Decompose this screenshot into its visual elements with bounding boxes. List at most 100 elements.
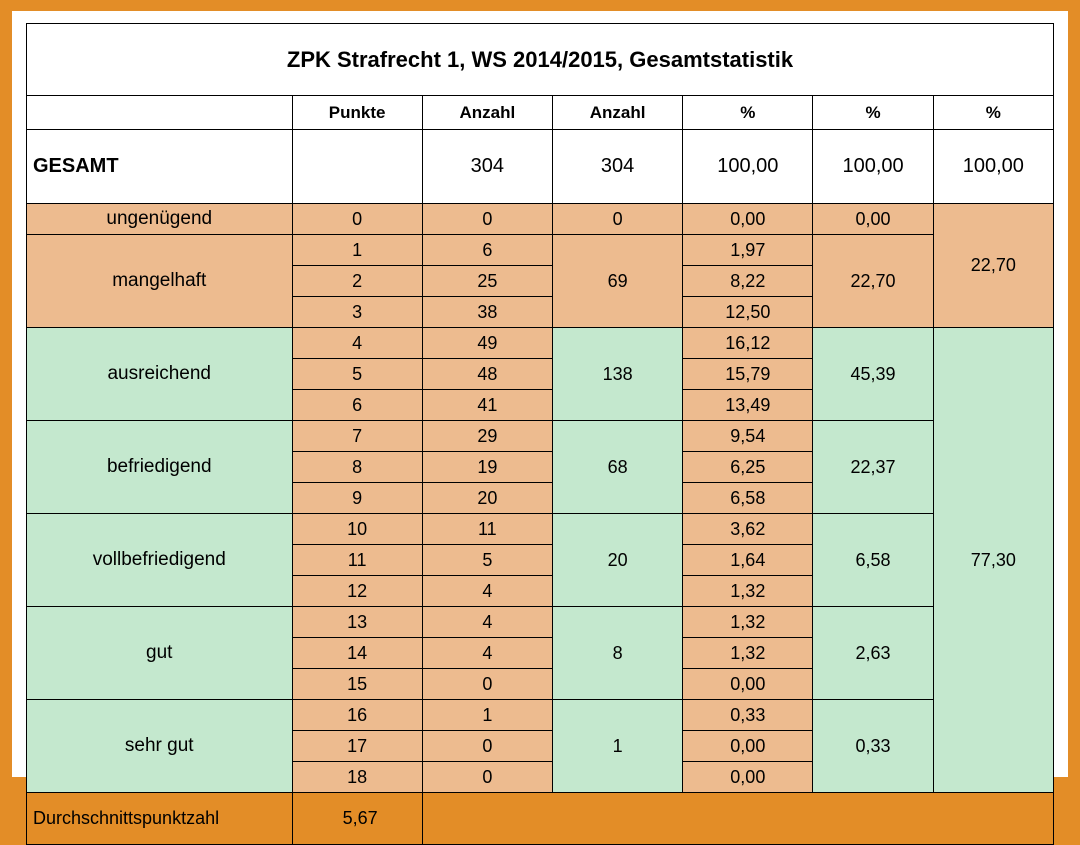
cell-group-total: 22,70 bbox=[933, 204, 1053, 328]
cell-punkte: 1 bbox=[292, 235, 422, 266]
cell-anzahl-sum: 1 bbox=[552, 700, 682, 793]
cell-pct-sum: 22,70 bbox=[813, 235, 933, 328]
header-pct3: % bbox=[933, 96, 1053, 130]
header-anzahl2: Anzahl bbox=[552, 96, 682, 130]
gesamt-pct2: 100,00 bbox=[813, 130, 933, 204]
cell-anzahl: 4 bbox=[422, 607, 552, 638]
gesamt-anzahl1: 304 bbox=[422, 130, 552, 204]
cell-pct: 1,32 bbox=[683, 576, 813, 607]
cell-pct: 0,00 bbox=[683, 731, 813, 762]
page: ZPK Strafrecht 1, WS 2014/2015, Gesamtst… bbox=[12, 11, 1068, 777]
cell-anzahl: 29 bbox=[422, 421, 552, 452]
header-blank bbox=[27, 96, 293, 130]
category-label: ausreichend bbox=[27, 328, 293, 421]
table-row: befriedigend729689,5422,37 bbox=[27, 421, 1054, 452]
cell-punkte: 9 bbox=[292, 483, 422, 514]
table-row: mangelhaft16691,9722,70 bbox=[27, 235, 1054, 266]
cell-punkte: 13 bbox=[292, 607, 422, 638]
cell-anzahl: 4 bbox=[422, 638, 552, 669]
gesamt-anzahl2: 304 bbox=[552, 130, 682, 204]
cell-anzahl-sum: 0 bbox=[552, 204, 682, 235]
cell-anzahl: 0 bbox=[422, 204, 552, 235]
cell-pct: 6,58 bbox=[683, 483, 813, 514]
table-row: ungenügend0000,000,0022,70 bbox=[27, 204, 1054, 235]
header-pct2: % bbox=[813, 96, 933, 130]
gesamt-label: GESAMT bbox=[27, 130, 293, 204]
category-label: gut bbox=[27, 607, 293, 700]
table-row: gut13481,322,63 bbox=[27, 607, 1054, 638]
header-pct1: % bbox=[683, 96, 813, 130]
cell-pct: 15,79 bbox=[683, 359, 813, 390]
cell-pct-sum: 45,39 bbox=[813, 328, 933, 421]
cell-anzahl-sum: 68 bbox=[552, 421, 682, 514]
cell-pct: 1,32 bbox=[683, 607, 813, 638]
cell-pct: 3,62 bbox=[683, 514, 813, 545]
cell-anzahl: 6 bbox=[422, 235, 552, 266]
cell-anzahl: 49 bbox=[422, 328, 552, 359]
average-row: Durchschnittspunktzahl5,67 bbox=[27, 793, 1054, 845]
table-row: vollbefriedigend1011203,626,58 bbox=[27, 514, 1054, 545]
average-blank bbox=[813, 793, 933, 845]
cell-punkte: 6 bbox=[292, 390, 422, 421]
gesamt-pct3: 100,00 bbox=[933, 130, 1053, 204]
cell-punkte: 16 bbox=[292, 700, 422, 731]
cell-punkte: 12 bbox=[292, 576, 422, 607]
cell-pct: 0,33 bbox=[683, 700, 813, 731]
cell-pct-sum: 2,63 bbox=[813, 607, 933, 700]
cell-pct-sum: 6,58 bbox=[813, 514, 933, 607]
table-row: ausreichend44913816,1245,3977,30 bbox=[27, 328, 1054, 359]
cell-anzahl: 0 bbox=[422, 669, 552, 700]
cell-punkte: 3 bbox=[292, 297, 422, 328]
category-label: sehr gut bbox=[27, 700, 293, 793]
cell-pct: 0,00 bbox=[683, 204, 813, 235]
cell-pct: 13,49 bbox=[683, 390, 813, 421]
cell-pct: 8,22 bbox=[683, 266, 813, 297]
cell-anzahl-sum: 69 bbox=[552, 235, 682, 328]
cell-pct: 1,97 bbox=[683, 235, 813, 266]
average-blank bbox=[422, 793, 552, 845]
cell-anzahl: 41 bbox=[422, 390, 552, 421]
cell-pct: 1,32 bbox=[683, 638, 813, 669]
cell-anzahl: 0 bbox=[422, 731, 552, 762]
cell-pct-sum: 0,00 bbox=[813, 204, 933, 235]
cell-punkte: 17 bbox=[292, 731, 422, 762]
cell-pct: 12,50 bbox=[683, 297, 813, 328]
header-punkte: Punkte bbox=[292, 96, 422, 130]
cell-anzahl-sum: 20 bbox=[552, 514, 682, 607]
cell-punkte: 11 bbox=[292, 545, 422, 576]
cell-pct-sum: 22,37 bbox=[813, 421, 933, 514]
average-blank bbox=[552, 793, 682, 845]
cell-punkte: 5 bbox=[292, 359, 422, 390]
average-value: 5,67 bbox=[292, 793, 422, 845]
cell-punkte: 10 bbox=[292, 514, 422, 545]
cell-pct: 9,54 bbox=[683, 421, 813, 452]
cell-group-total: 77,30 bbox=[933, 328, 1053, 793]
category-label: mangelhaft bbox=[27, 235, 293, 328]
cell-anzahl: 20 bbox=[422, 483, 552, 514]
average-label: Durchschnittspunktzahl bbox=[27, 793, 293, 845]
category-label: ungenügend bbox=[27, 204, 293, 235]
gesamt-punkte bbox=[292, 130, 422, 204]
cell-anzahl: 1 bbox=[422, 700, 552, 731]
cell-pct: 0,00 bbox=[683, 669, 813, 700]
average-blank bbox=[933, 793, 1053, 845]
cell-pct: 6,25 bbox=[683, 452, 813, 483]
header-row: Punkte Anzahl Anzahl % % % bbox=[27, 96, 1054, 130]
cell-punkte: 0 bbox=[292, 204, 422, 235]
cell-punkte: 15 bbox=[292, 669, 422, 700]
cell-punkte: 7 bbox=[292, 421, 422, 452]
cell-anzahl: 4 bbox=[422, 576, 552, 607]
cell-anzahl: 25 bbox=[422, 266, 552, 297]
cell-anzahl: 5 bbox=[422, 545, 552, 576]
gesamt-row: GESAMT 304 304 100,00 100,00 100,00 bbox=[27, 130, 1054, 204]
cell-anzahl: 19 bbox=[422, 452, 552, 483]
cell-anzahl-sum: 138 bbox=[552, 328, 682, 421]
cell-pct: 16,12 bbox=[683, 328, 813, 359]
average-blank bbox=[683, 793, 813, 845]
cell-pct-sum: 0,33 bbox=[813, 700, 933, 793]
header-anzahl1: Anzahl bbox=[422, 96, 552, 130]
table-title: ZPK Strafrecht 1, WS 2014/2015, Gesamtst… bbox=[27, 24, 1054, 96]
cell-punkte: 4 bbox=[292, 328, 422, 359]
cell-anzahl: 48 bbox=[422, 359, 552, 390]
cell-punkte: 2 bbox=[292, 266, 422, 297]
